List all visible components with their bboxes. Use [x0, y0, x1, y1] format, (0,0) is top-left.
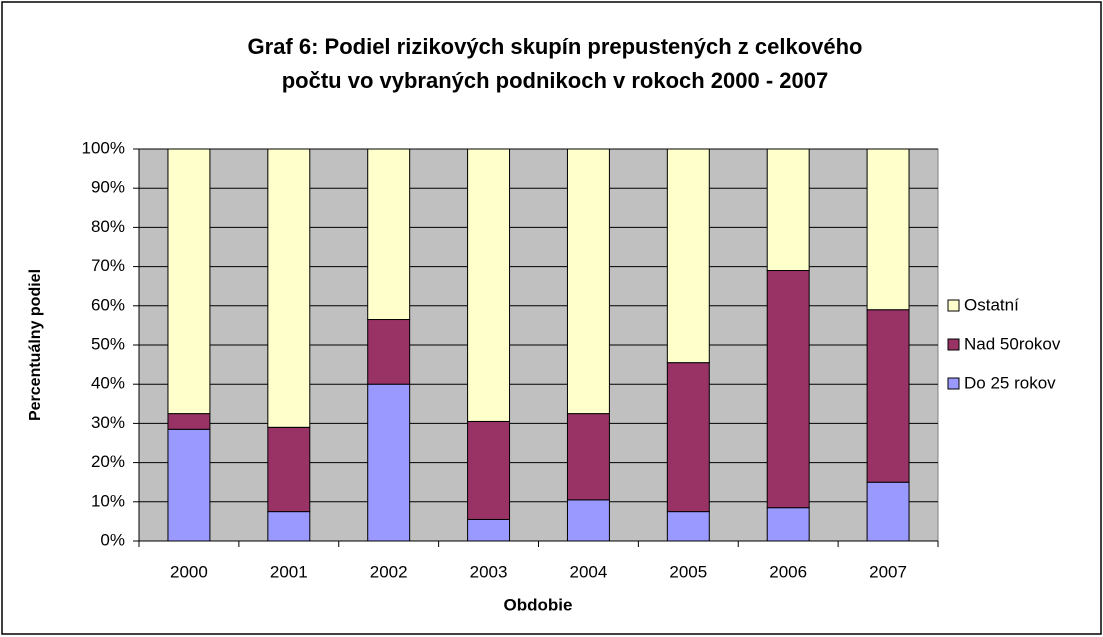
bar-segment [866, 148, 910, 311]
y-tick-label: 40% [91, 374, 125, 393]
bar-segment [666, 511, 710, 542]
x-tick-label: 2005 [669, 562, 707, 581]
y-tick-label: 10% [91, 491, 125, 510]
x-tick-label: 2002 [370, 562, 408, 581]
x-axis-label: Obdobie [504, 595, 573, 614]
x-tick-label: 2001 [270, 562, 308, 581]
bar-segment [467, 518, 511, 542]
legend-label: Nad 50rokov [964, 334, 1061, 353]
bar-segment [167, 413, 211, 430]
x-tick-label: 2007 [869, 562, 907, 581]
y-tick-label: 50% [91, 334, 125, 353]
bar-segment [367, 383, 411, 542]
bar-segment [666, 148, 710, 364]
bar-segment [766, 148, 810, 272]
bar-segment [267, 426, 311, 513]
bar-segment [866, 481, 910, 542]
y-tick-label: 20% [91, 452, 125, 471]
bar-segment [167, 148, 211, 415]
bar-segment [467, 420, 511, 520]
bar-segment [267, 148, 311, 428]
y-tick-label: 80% [91, 217, 125, 236]
legend-swatch [947, 338, 960, 351]
bar-segment [766, 270, 810, 509]
bar-segment [566, 148, 610, 415]
y-axis-label: Percentuálny podiel [27, 269, 44, 421]
legend-label: Ostatní [964, 295, 1019, 314]
bar-segment [666, 362, 710, 513]
bar-segment [766, 507, 810, 542]
x-tick-label: 2000 [170, 562, 208, 581]
bar-segment [467, 148, 511, 422]
bar-segment [267, 511, 311, 542]
bar-segment [167, 428, 211, 542]
legend-swatch [947, 299, 960, 312]
chart-title: počtu vo vybraných podnikoch v rokoch 20… [282, 68, 829, 93]
bar-segment [367, 319, 411, 385]
y-tick-label: 0% [100, 530, 125, 549]
legend-swatch [947, 377, 960, 390]
y-tick-label: 70% [91, 256, 125, 275]
x-tick-label: 2004 [570, 562, 608, 581]
bar-segment [566, 499, 610, 542]
chart-title: Graf 6: Podiel rizikových skupín prepust… [248, 34, 863, 59]
bar-segment [566, 413, 610, 501]
y-tick-label: 90% [91, 178, 125, 197]
y-tick-label: 60% [91, 295, 125, 314]
bar-segment [866, 309, 910, 483]
bar-segment [367, 148, 411, 321]
y-tick-label: 100% [82, 138, 125, 157]
x-tick-label: 2003 [470, 562, 508, 581]
legend-label: Do 25 rokov [964, 373, 1056, 392]
x-tick-label: 2006 [769, 562, 807, 581]
y-tick-label: 30% [91, 413, 125, 432]
